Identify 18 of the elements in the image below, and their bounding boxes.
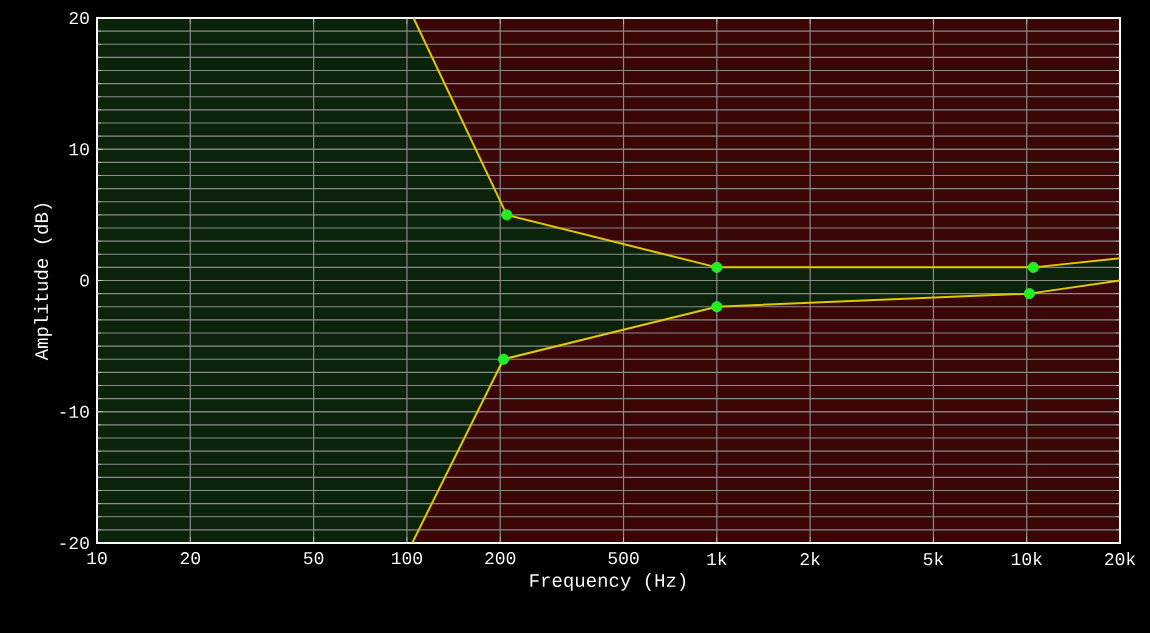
x-tick-label: 500 xyxy=(608,552,639,565)
x-tick-label: 5k xyxy=(923,552,944,566)
x-tick-label: 2k xyxy=(800,552,820,566)
x-axis-title: Frequency (Hz) xyxy=(530,573,686,591)
y-tick-label: -20 xyxy=(60,536,89,550)
x-tick-label: 20k xyxy=(1105,552,1136,566)
y-tick-label: -10 xyxy=(60,405,89,418)
x-tick-label: 50 xyxy=(303,552,324,565)
y-axis-title: Amplitude (dB) xyxy=(34,203,52,361)
y-tick-label: 20 xyxy=(69,11,89,25)
x-tick-label: 1k xyxy=(707,552,727,566)
x-tick-label: 200 xyxy=(485,552,516,565)
y-tick-label: 0 xyxy=(80,274,89,287)
x-tick-label: 100 xyxy=(392,552,423,565)
x-tick-label: 20 xyxy=(180,552,200,565)
y-tick-label: 10 xyxy=(69,143,89,156)
x-tick-label: 10 xyxy=(87,552,107,565)
x-tick-label: 10k xyxy=(1011,552,1043,566)
